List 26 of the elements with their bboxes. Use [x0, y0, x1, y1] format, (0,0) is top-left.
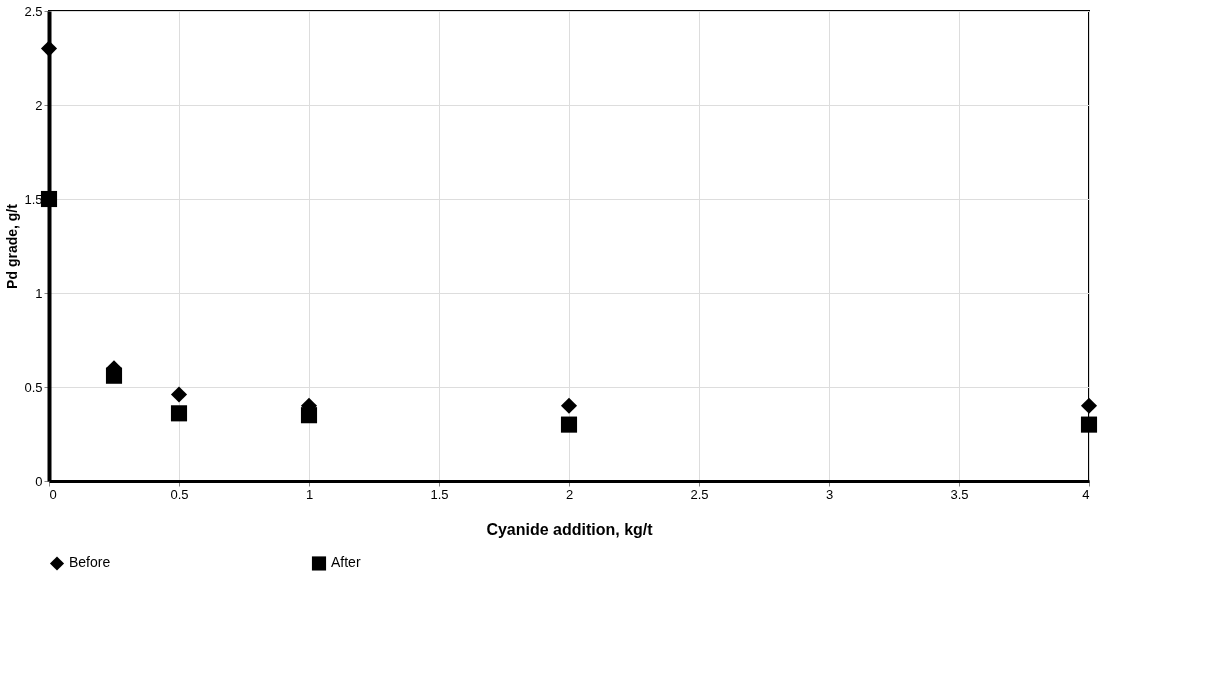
y-tick-label: 2.5 — [24, 3, 43, 19]
x-tick-label: 0 — [49, 486, 57, 502]
point — [560, 397, 578, 414]
x-tick-label: 4 — [1082, 486, 1090, 502]
x-axis-title: Cyanide addition, kg/t — [486, 520, 654, 538]
point — [560, 416, 578, 433]
x-tick-label: 1 — [305, 486, 314, 502]
point — [170, 405, 188, 422]
point — [40, 40, 58, 57]
y-axis-title: Pd grade, g/t — [4, 203, 21, 289]
legend-label: After — [331, 554, 361, 571]
point — [1080, 416, 1098, 433]
y-tick-label: 0 — [35, 473, 43, 489]
x-tick-label: 1.5 — [430, 486, 449, 502]
x-tick-label: 2.5 — [690, 486, 709, 502]
x-tick-label: 2 — [565, 486, 574, 502]
y-tick-label: 1 — [35, 285, 43, 301]
x-tick-label: 0.5 — [170, 486, 189, 502]
y-tick-label: 0.5 — [24, 379, 43, 395]
point — [1080, 397, 1098, 414]
x-tick-label: 3 — [825, 486, 834, 502]
x-tick-label: 3.5 — [950, 486, 969, 502]
y-tick-label: 2 — [35, 97, 43, 113]
point — [170, 386, 188, 403]
legend-label: Before — [69, 554, 111, 571]
point — [40, 190, 58, 208]
